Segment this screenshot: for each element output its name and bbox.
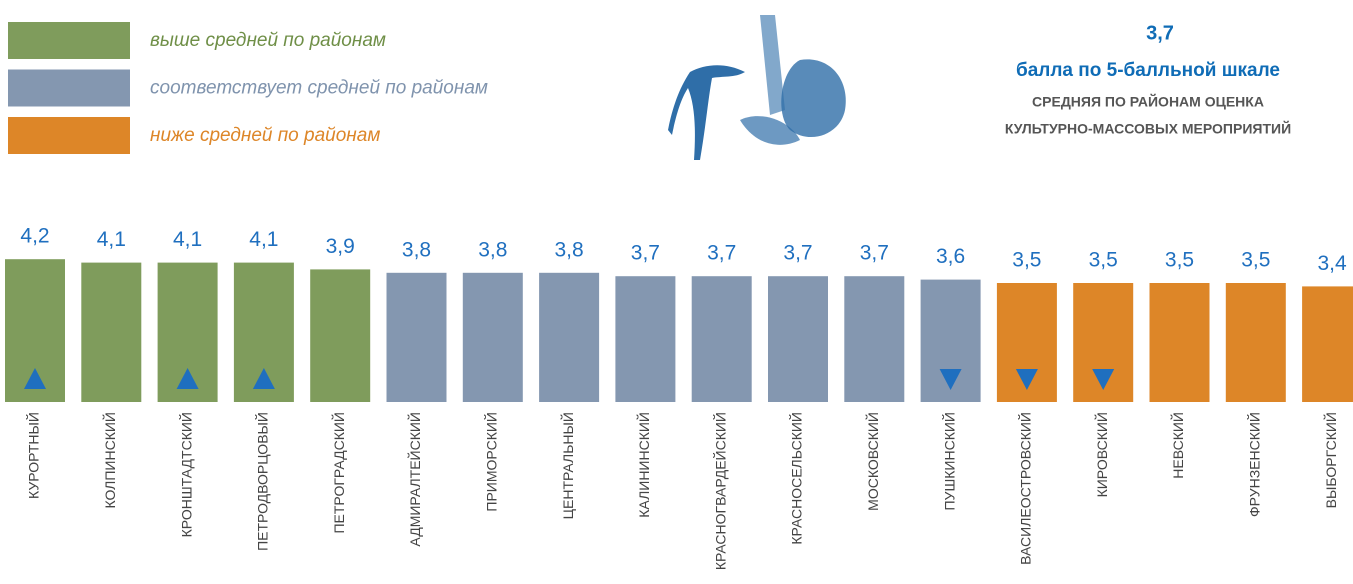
x-tick-label: ВАСИЛЕОСТРОВСКИЙ — [1017, 412, 1034, 565]
x-tick-label: ВЫБОРГСКИЙ — [1322, 412, 1339, 508]
x-tick-label: ФРУНЗЕНСКИЙ — [1246, 412, 1263, 517]
value-label: 3,5 — [1089, 249, 1118, 272]
legend-label: выше средней по районам — [150, 30, 386, 51]
value-label: 3,8 — [478, 238, 507, 261]
bar — [463, 273, 523, 402]
legend-swatch — [8, 117, 130, 154]
x-tick-label: КОЛПИНСКИЙ — [101, 412, 118, 509]
bar — [387, 273, 447, 402]
value-label: 4,1 — [173, 228, 202, 251]
value-label: 4,2 — [20, 225, 49, 248]
value-label: 4,1 — [249, 228, 278, 251]
x-tick-label: МОСКОВСКИЙ — [864, 412, 881, 511]
x-tick-label: КРАСНОГВАРДЕЙСКИЙ — [711, 412, 728, 570]
x-tick-label: КАЛИНИНСКИЙ — [635, 412, 652, 518]
value-label: 3,5 — [1241, 249, 1270, 272]
bar — [539, 273, 599, 402]
x-tick-label: НЕВСКИЙ — [1169, 412, 1186, 479]
x-tick-label: ПЕТРОГРАДСКИЙ — [330, 412, 347, 534]
x-tick-label: КРОНШТАДТСКИЙ — [177, 412, 194, 537]
legend-swatch — [8, 70, 130, 107]
bar — [692, 276, 752, 402]
x-tick-label: ЦЕНТРАЛЬНЫЙ — [559, 412, 576, 519]
bar — [81, 263, 141, 402]
bar — [310, 269, 370, 402]
x-tick-label: КИРОВСКИЙ — [1093, 412, 1110, 497]
value-label: 3,7 — [783, 242, 812, 265]
summary-caption: КУЛЬТУРНО-МАССОВЫХ МЕРОПРИЯТИЙ — [1005, 120, 1291, 137]
value-label: 3,5 — [1165, 249, 1194, 272]
summary-value: 3,7 — [1146, 22, 1174, 44]
value-label: 3,8 — [402, 238, 431, 261]
value-label: 4,1 — [97, 228, 126, 251]
summary-caption: СРЕДНЯЯ ПО РАЙОНАМ ОЦЕНКА — [1032, 93, 1264, 110]
x-tick-label: ПРИМОРСКИЙ — [483, 412, 500, 512]
x-tick-label: ПУШКИНСКИЙ — [940, 412, 957, 511]
legend-label: соответствует средней по районам — [150, 78, 488, 99]
x-tick-label: КРАСНОСЕЛЬСКИЙ — [788, 412, 805, 545]
value-label: 3,7 — [860, 242, 889, 265]
value-label: 3,6 — [936, 245, 965, 268]
bar — [615, 276, 675, 402]
x-tick-label: КУРОРТНЫЙ — [25, 412, 42, 499]
summary-unit: балла по 5-балльной шкале — [1016, 60, 1280, 81]
value-label: 3,5 — [1012, 249, 1041, 272]
logo — [668, 15, 846, 160]
chart: 3,7 балла по 5-балльной шкале СРЕДНЯЯ ПО… — [0, 0, 1353, 584]
value-label: 3,7 — [631, 242, 660, 265]
value-label: 3,8 — [554, 238, 583, 261]
bar — [768, 276, 828, 402]
bar — [844, 276, 904, 402]
x-tick-label: АДМИРАЛТЕЙСКИЙ — [406, 412, 423, 547]
value-label: 3,7 — [707, 242, 736, 265]
legend-swatch — [8, 22, 130, 59]
bar — [1302, 286, 1353, 402]
bar — [1150, 283, 1210, 402]
value-label: 3,4 — [1317, 252, 1347, 275]
x-tick-label: ПЕТРОДВОРЦОВЫЙ — [254, 412, 271, 551]
legend-label: ниже средней по районам — [150, 125, 380, 146]
value-label: 3,9 — [326, 235, 355, 258]
bar — [1226, 283, 1286, 402]
